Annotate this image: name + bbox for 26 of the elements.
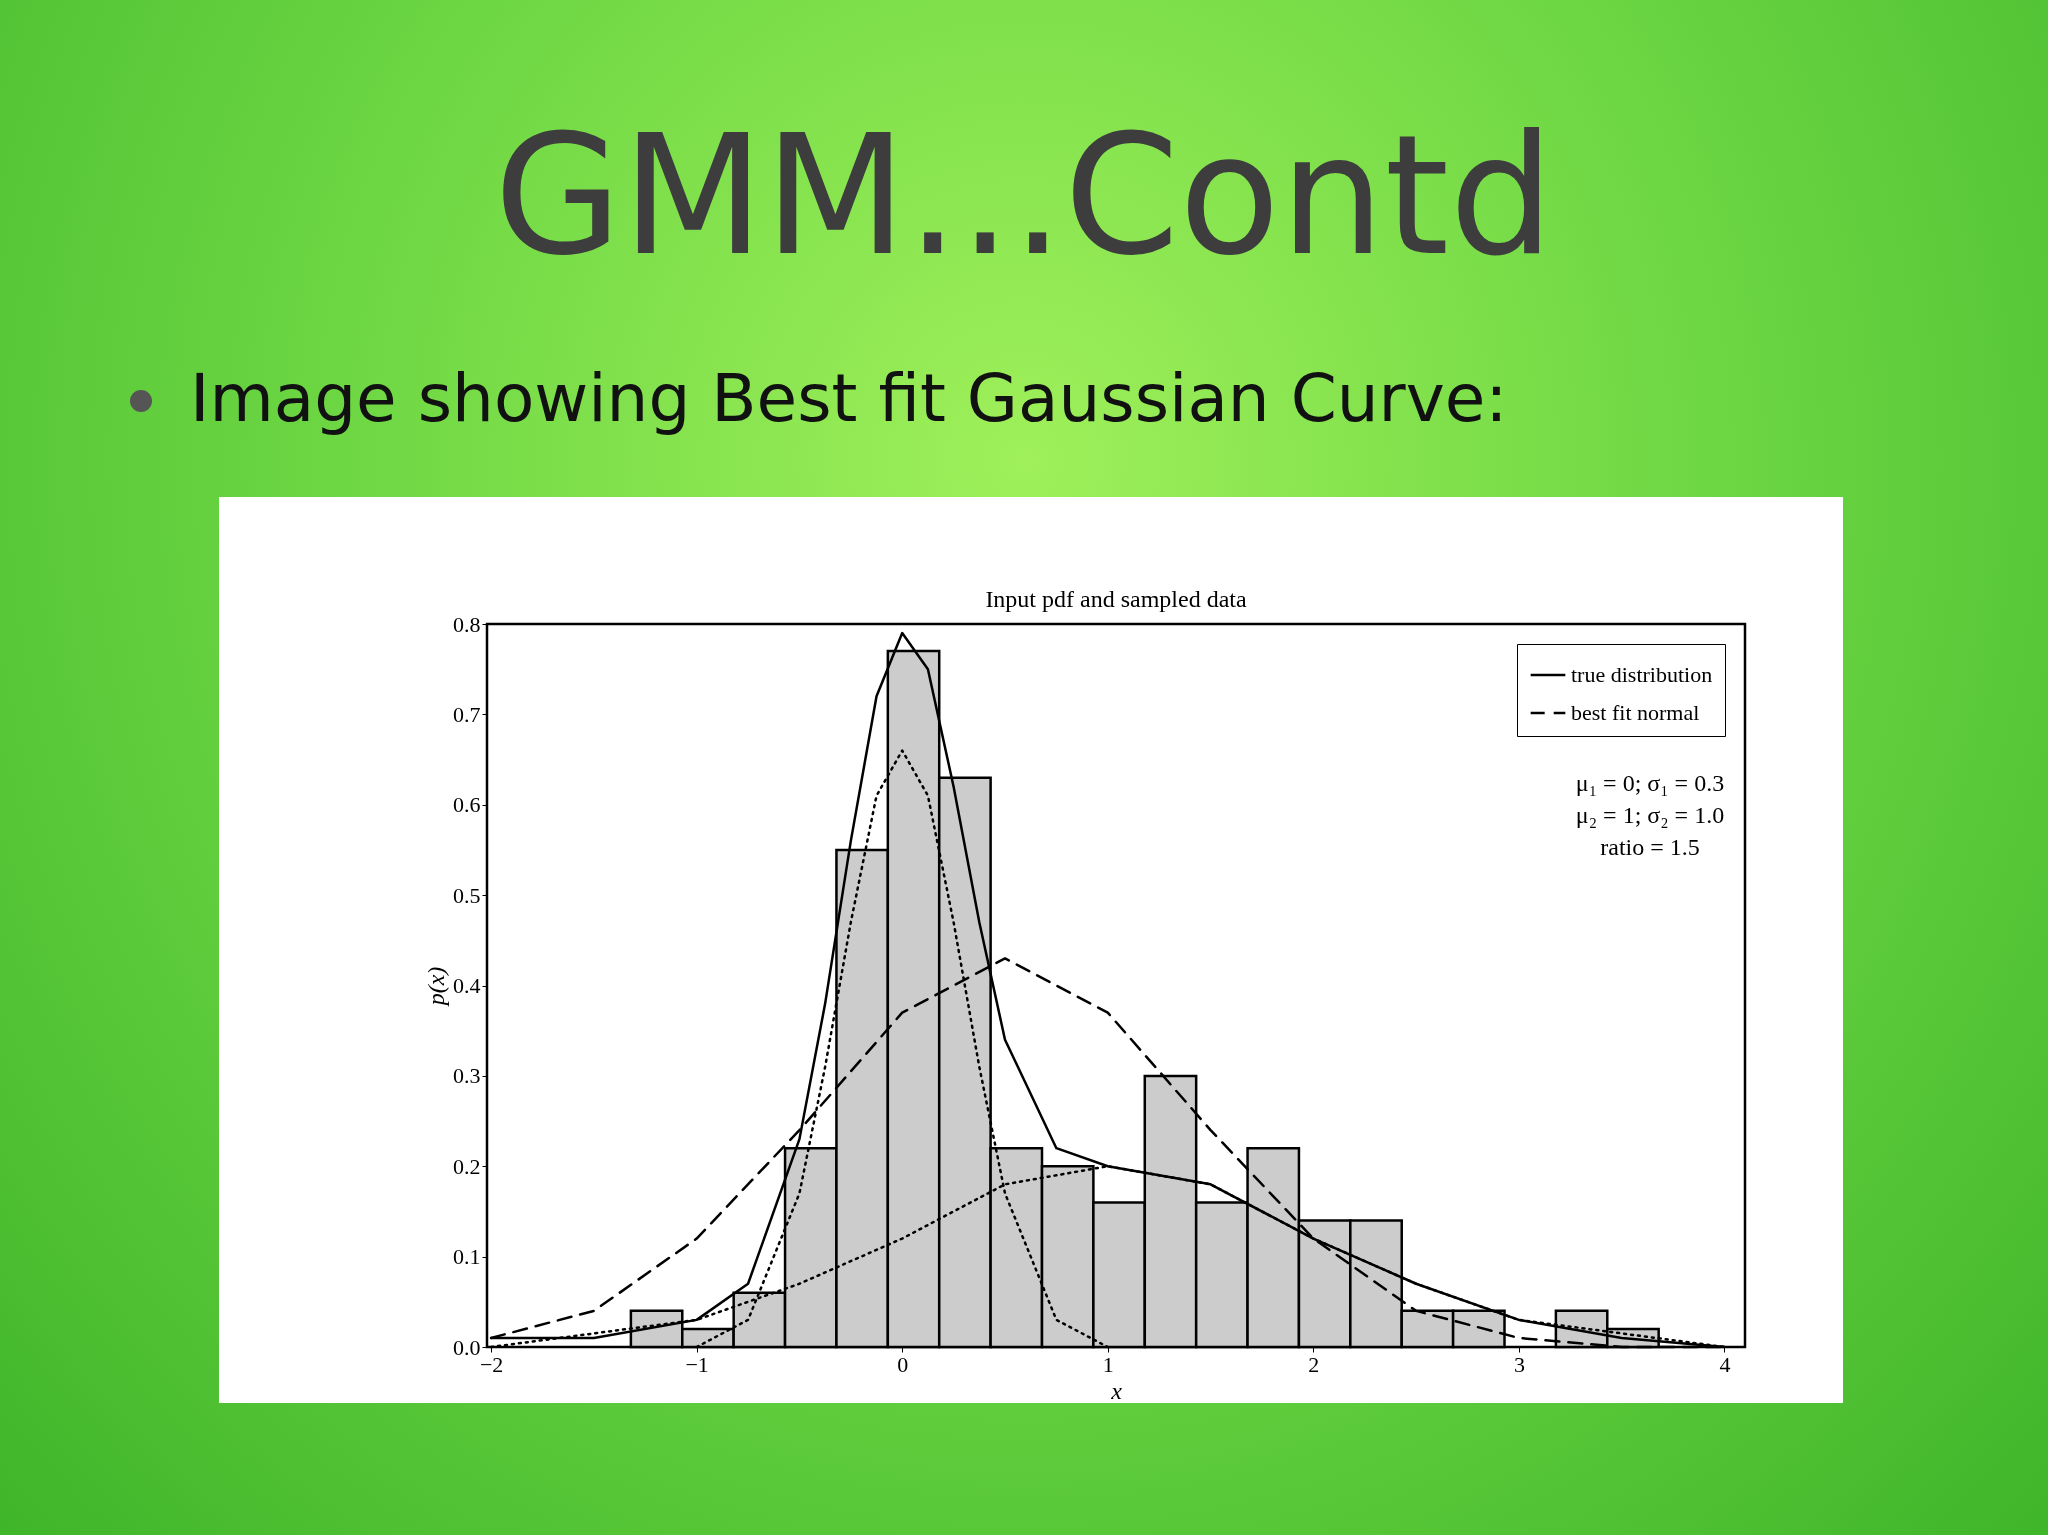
x-tick-label: 0 (897, 1351, 909, 1377)
y-tick-label: 0.2 (453, 1153, 481, 1179)
y-tick-label: 0.0 (453, 1334, 481, 1360)
x-tick-label: 2 (1308, 1351, 1320, 1377)
y-axis-title: p(x) (423, 966, 449, 1008)
text: Input pdf and sampled data (985, 586, 1247, 612)
x-tick-label: 1 (1102, 1351, 1114, 1377)
y-tick-label: 0.8 (453, 611, 481, 637)
y-tick-label: 0.1 (453, 1244, 481, 1270)
chart-subtitle: Image showing Best fit Gaussian Curve: (190, 360, 1508, 437)
chart-title: GMM...Contd (492, 100, 1556, 292)
annotation: μ₂ = 1; σ₂ = 1.0 (1575, 802, 1725, 828)
x-axis-title: x (1110, 1377, 1123, 1404)
y-tick-label: 0.5 (453, 882, 481, 908)
y-tick-label: 0.7 (453, 701, 481, 727)
y-tick-label: 0.4 (453, 973, 481, 998)
x-tick-label: −2 (479, 1351, 504, 1377)
legend-label: true distribution (1571, 662, 1713, 687)
legend-label: best fit normal (1571, 700, 1700, 725)
annotation: μ₁ = 0; σ₁ = 0.3 (1575, 770, 1725, 796)
x-tick-label: 4 (1719, 1351, 1731, 1377)
annotation: ratio = 1.5 (1600, 834, 1700, 860)
y-tick-label: 0.6 (453, 792, 481, 818)
x-tick-label: −1 (685, 1351, 709, 1377)
x-tick-label: 3 (1513, 1351, 1525, 1377)
y-tick-label: 0.3 (453, 1063, 481, 1089)
